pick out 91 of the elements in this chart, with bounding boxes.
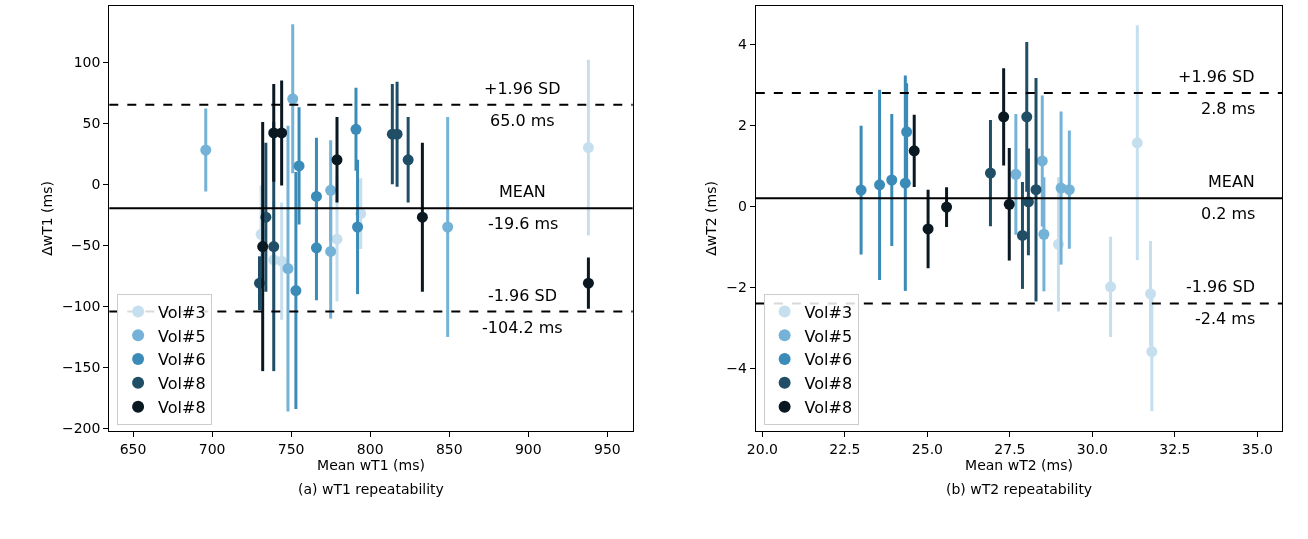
point	[908, 145, 920, 157]
legend-label: Vol#6	[804, 350, 853, 370]
ref-line-label: -1.96 SD -104.2 ms	[482, 286, 563, 337]
point	[1016, 229, 1028, 241]
point	[442, 221, 454, 233]
point	[310, 242, 322, 254]
point	[1145, 288, 1157, 300]
point	[310, 190, 322, 202]
point	[1010, 168, 1022, 180]
ref-line-label: +1.96 SD 2.8 ms	[1178, 67, 1256, 118]
point	[331, 233, 343, 245]
legend-label: Vol#3	[158, 302, 206, 322]
point	[352, 221, 364, 233]
x-tick-label: 950	[594, 440, 621, 457]
point	[855, 184, 867, 196]
legend-label: Vol#8	[804, 397, 853, 417]
point	[402, 154, 414, 166]
y-tick-label: −100	[61, 298, 101, 315]
text: (a) wT1 repeatability	[298, 481, 444, 497]
ref-line-label: -1.96 SD -2.4 ms	[1186, 277, 1256, 328]
y-tick-label: −150	[61, 359, 101, 376]
y-tick-label: −50	[70, 237, 101, 254]
point	[293, 160, 305, 172]
y-tick-label: 100	[73, 54, 101, 71]
point	[200, 144, 212, 156]
legend-label: Vol#5	[804, 326, 853, 346]
x-tick-label: 27.5	[994, 440, 1026, 457]
x-axis-title: Mean wT2 (ms)	[965, 457, 1073, 474]
point	[257, 241, 269, 253]
y-axis-title: ΔwT1 (ms)	[38, 181, 55, 256]
x-tick-label: 25.0	[911, 440, 944, 457]
point	[331, 154, 343, 166]
point	[350, 123, 362, 135]
text: (b) wT2 repeatability	[946, 481, 1093, 497]
point	[874, 179, 886, 191]
x-tick-label: 850	[435, 440, 463, 457]
point	[1146, 346, 1158, 358]
point	[325, 245, 337, 257]
point	[1021, 111, 1033, 123]
x-tick-label: 35.0	[1241, 440, 1274, 457]
legend-label: Vol#8	[158, 374, 206, 394]
point	[941, 201, 953, 213]
x-tick-label: 22.5	[829, 440, 861, 457]
y-tick-label: 0	[738, 198, 747, 215]
point	[276, 127, 288, 139]
point	[325, 184, 337, 196]
point	[582, 277, 594, 289]
point	[416, 211, 428, 223]
x-tick-label: 750	[277, 440, 305, 457]
ref-line-label: +1.96 SD 65.0 ms	[484, 79, 561, 130]
point	[1030, 184, 1042, 196]
y-tick-label: −4	[726, 360, 748, 377]
point	[290, 285, 302, 297]
point	[1003, 198, 1015, 210]
y-tick-label: −2	[726, 279, 747, 296]
point	[287, 93, 299, 105]
legend-label: Vol#5	[158, 326, 206, 346]
y-tick-label: 50	[82, 115, 101, 132]
legend-label: Vol#8	[804, 374, 853, 394]
ref-line-label: MEAN 0.2 ms	[1201, 172, 1256, 223]
point	[901, 126, 913, 138]
x-tick-label: 650	[119, 440, 147, 457]
point	[899, 177, 911, 189]
y-tick-label: 4	[738, 36, 747, 53]
x-tick-label: 32.5	[1159, 440, 1191, 457]
point	[1036, 155, 1048, 167]
point	[1063, 184, 1075, 196]
y-axis-title: ΔwT2 (ms)	[702, 181, 719, 256]
point	[582, 142, 594, 154]
x-tick-label: 30.0	[1076, 440, 1109, 457]
ref-line-label: MEAN -19.6 ms	[488, 182, 559, 233]
point	[268, 241, 280, 253]
legend-label: Vol#3	[804, 302, 853, 322]
y-tick-label: 0	[91, 176, 101, 193]
x-tick-label: 20.0	[746, 440, 779, 457]
point	[1105, 281, 1117, 293]
point	[1131, 137, 1143, 149]
x-tick-label: 700	[198, 440, 226, 457]
point	[1038, 228, 1050, 240]
y-tick-label: −200	[61, 420, 101, 437]
x-tick-label: 900	[514, 440, 542, 457]
point	[922, 223, 934, 235]
x-tick-label: 800	[356, 440, 384, 457]
x-axis-title: Mean wT1 (ms)	[317, 457, 425, 474]
point	[984, 167, 996, 179]
point	[886, 174, 898, 186]
point	[998, 111, 1010, 123]
legend-label: Vol#8	[158, 397, 206, 417]
point	[282, 263, 294, 275]
y-tick-label: 2	[738, 117, 747, 134]
legend-label: Vol#6	[158, 350, 206, 370]
